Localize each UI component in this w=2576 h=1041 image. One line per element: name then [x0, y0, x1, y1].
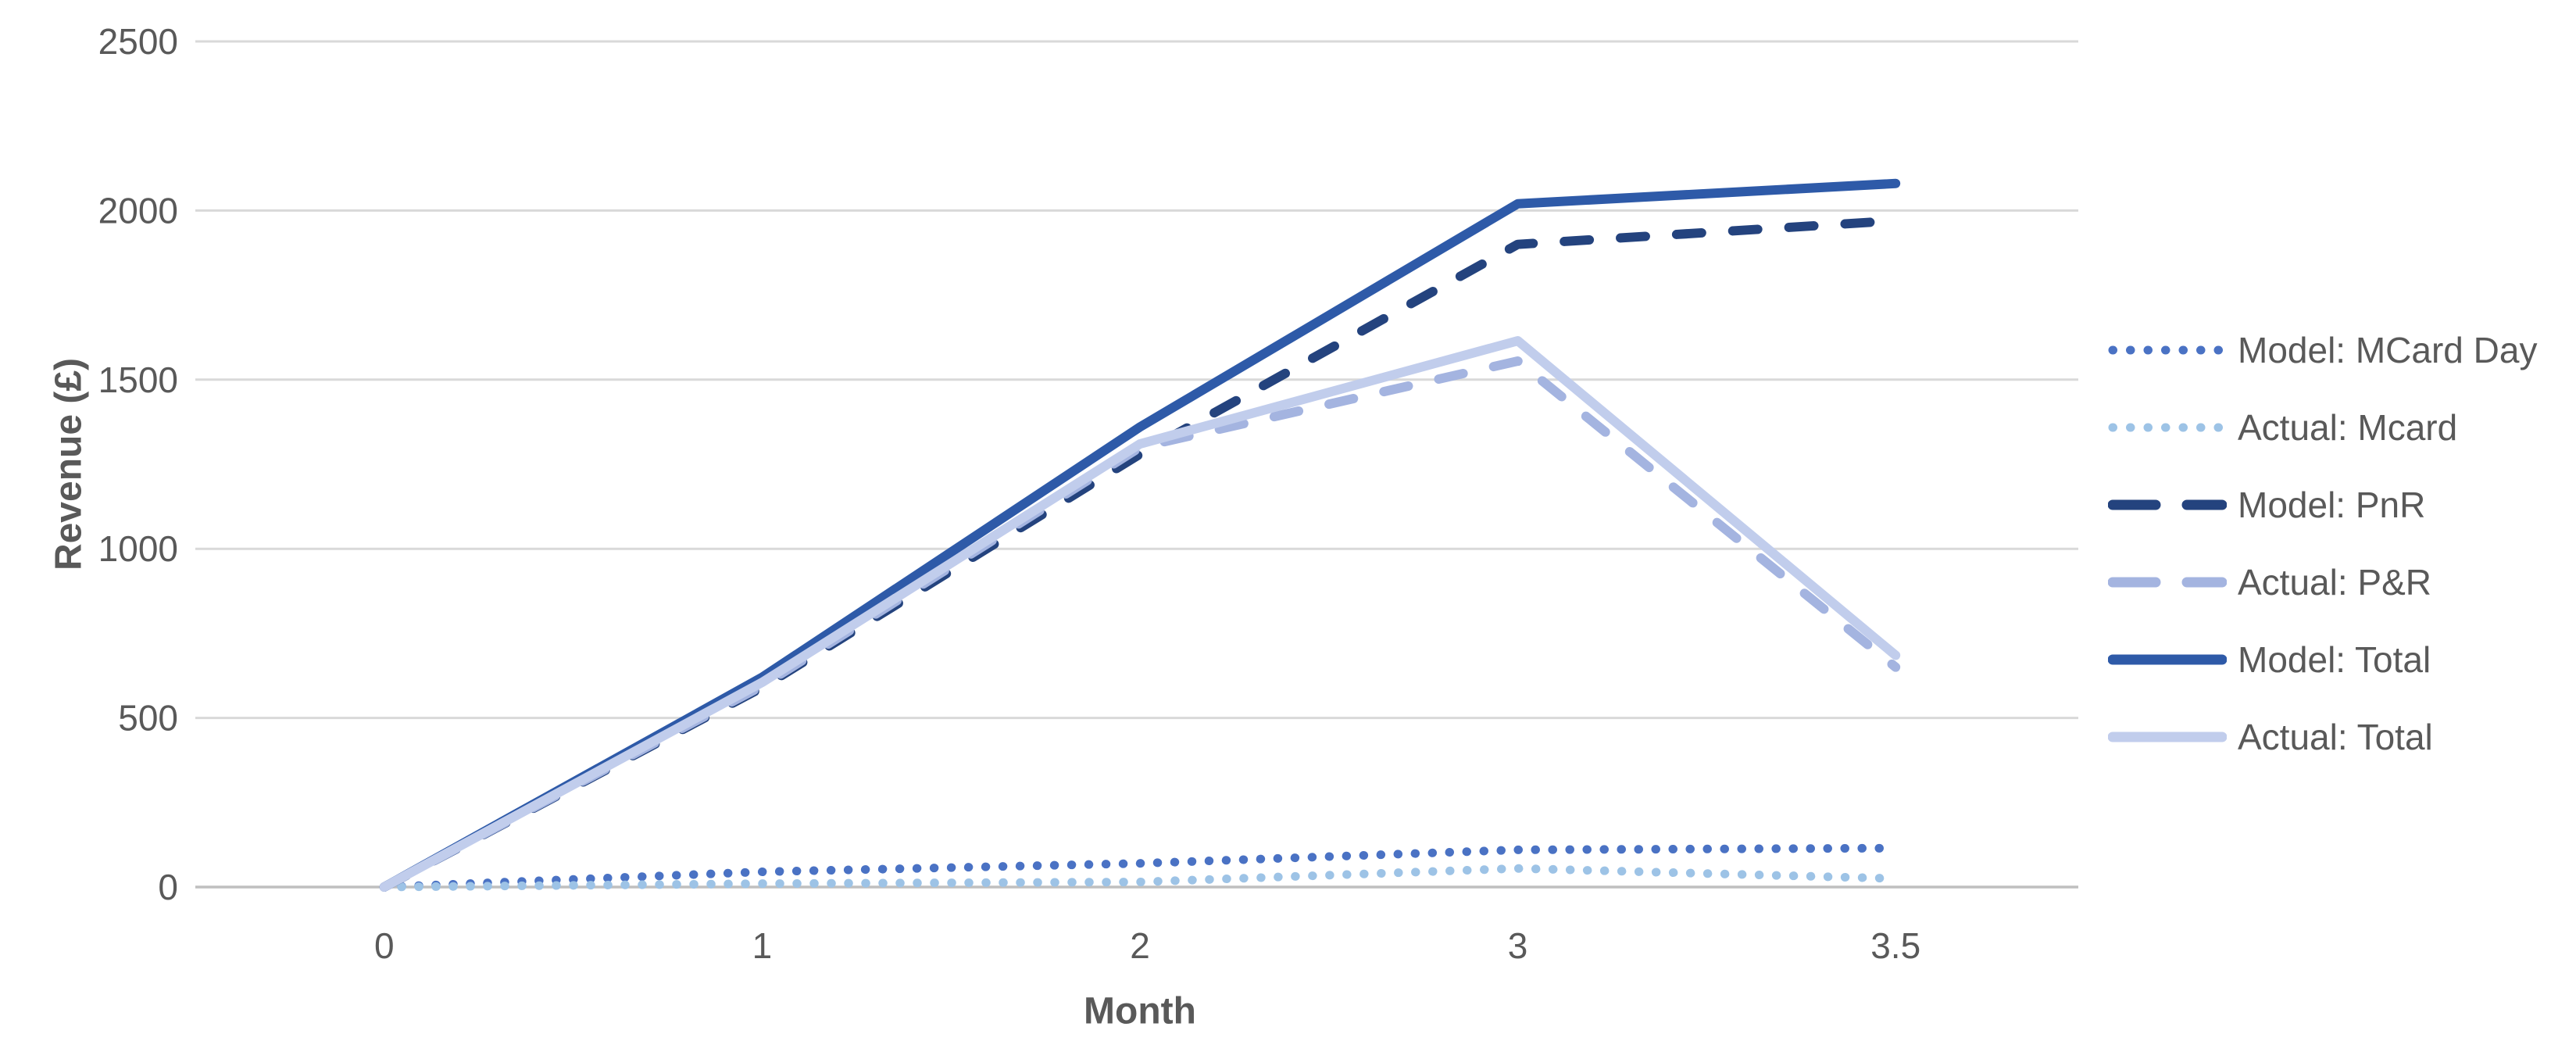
legend-label: Model: MCard Day: [2238, 329, 2538, 370]
legend-item-2: Model: PnR: [2108, 466, 2537, 543]
legend-label: Model: PnR: [2238, 484, 2426, 525]
x-tick-label-1: 1: [752, 925, 773, 966]
legend-swatch-solid: [2108, 732, 2227, 742]
x-tick-label-3: 3: [1508, 925, 1528, 966]
legend-item-0: Model: MCard Day: [2108, 311, 2537, 388]
series-line-1: [380, 864, 1900, 892]
y-axis-title: Revenue (£): [48, 357, 90, 571]
y-tick-label-2500: 2500: [98, 21, 178, 62]
x-axis-title: Month: [1084, 990, 1196, 1032]
legend-label: Actual: P&R: [2238, 561, 2431, 603]
y-tick-label-1500: 1500: [98, 360, 178, 400]
legend-item-5: Actual: Total: [2108, 698, 2537, 775]
legend-label: Actual: Total: [2238, 716, 2433, 757]
legend-swatch-solid: [2108, 654, 2227, 664]
series-line-4: [379, 178, 1901, 892]
series-line-5: [379, 336, 1901, 892]
x-tick-label-3.5: 3.5: [1870, 925, 1920, 966]
y-tick-label-2000: 2000: [98, 190, 178, 231]
x-tick-label-0: 0: [374, 925, 395, 966]
legend-swatch-dashed: [2108, 499, 2227, 510]
legend-swatch-dotted: [2108, 423, 2227, 431]
series-line-0: [380, 843, 1900, 892]
x-tick-label-2: 2: [1130, 925, 1150, 966]
legend-label: Actual: Mcard: [2238, 406, 2458, 448]
legend-label: Model: Total: [2238, 639, 2431, 680]
legend-item-3: Actual: P&R: [2108, 543, 2537, 621]
y-tick-label-1000: 1000: [98, 528, 178, 569]
legend-swatch-dotted: [2108, 345, 2227, 354]
y-tick-label-500: 500: [118, 698, 178, 739]
legend: Model: MCard Day Actual: Mcard Model: PnR A…: [2108, 311, 2537, 775]
legend-item-1: Actual: Mcard: [2108, 388, 2537, 466]
legend-swatch-dashed: [2108, 577, 2227, 587]
y-tick-label-0: 0: [158, 867, 178, 907]
series-line-2: [379, 216, 1901, 892]
legend-item-4: Model: Total: [2108, 621, 2537, 698]
